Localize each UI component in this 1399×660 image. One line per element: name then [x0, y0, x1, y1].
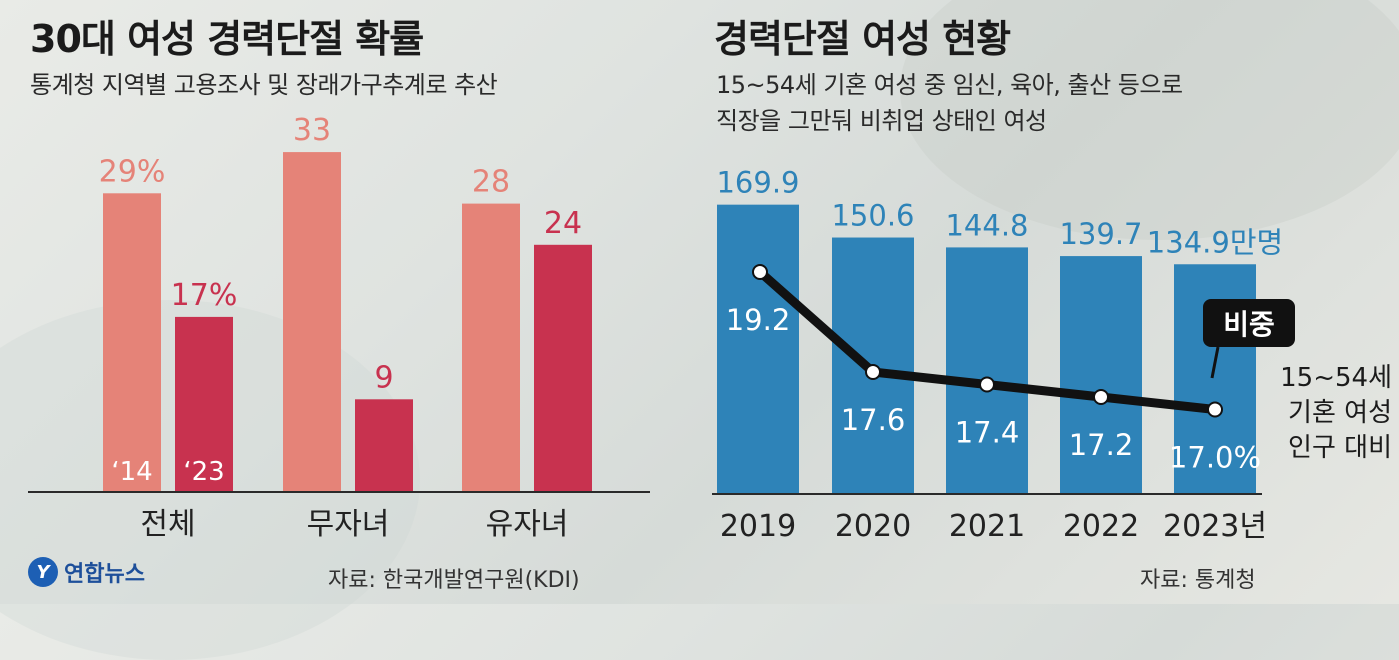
- share-point: [752, 264, 768, 280]
- share-label: 17.6: [841, 403, 906, 437]
- value-label: 144.8: [945, 208, 1028, 242]
- background-decoration: [900, 0, 1399, 240]
- right-subtitle-line2: 직장을 그만둬 비취업 상태인 여성: [716, 107, 1047, 135]
- share-point: [979, 376, 995, 393]
- category-label: 전체: [140, 507, 195, 542]
- right-source: 자료: 통계청: [1140, 568, 1256, 593]
- bar-2014-0: [103, 193, 161, 493]
- legend-note-line: 인구 대비: [1288, 433, 1392, 463]
- right-subtitle-line1: 15~54세 기혼 여성 중 임신, 육아, 출산 등으로: [716, 71, 1183, 99]
- value-label: 17%: [171, 278, 238, 313]
- value-label: 139.7: [1059, 217, 1142, 251]
- series-label: ‘23: [183, 457, 224, 487]
- yonhap-logo-icon: Y: [28, 557, 58, 587]
- value-label: 9: [374, 360, 393, 395]
- bar-2023-1: [355, 399, 413, 492]
- category-label: 2020: [835, 509, 911, 544]
- value-label: 29%: [99, 154, 166, 189]
- left-subtitle: 통계청 지역별 고용조사 및 장래가구추계로 추산: [30, 71, 498, 99]
- share-point: [1093, 389, 1109, 405]
- share-point: [1207, 401, 1223, 418]
- left-title: 30대 여성 경력단절 확률: [30, 17, 424, 61]
- legend-badge: [1203, 299, 1295, 347]
- category-label: 2023년: [1163, 509, 1267, 544]
- value-label: 24: [544, 206, 582, 241]
- value-label: 33: [293, 113, 331, 148]
- bar-2014-1: [283, 152, 341, 492]
- bar-year-2: [946, 247, 1028, 494]
- logo-text: 연합뉴스: [64, 562, 145, 587]
- share-label: 19.2: [726, 303, 791, 337]
- value-label: 28: [472, 165, 510, 200]
- legend-note-line: 15~54세: [1280, 363, 1392, 393]
- chart-canvas: 29% ‘14 17% ‘23 전체 33 9 무자녀 28 24 유자녀 169.9 2019 150.…: [28, 113, 1392, 544]
- legend-pointer: [1210, 346, 1220, 379]
- bar-year-3: [1060, 256, 1142, 494]
- bar-year-0: [717, 204, 799, 495]
- left-source: 자료: 한국개발연구원(KDI): [328, 568, 580, 593]
- category-label: 무자녀: [307, 507, 390, 542]
- share-label: 17.0%: [1169, 441, 1261, 475]
- category-label: 2019: [720, 509, 796, 544]
- legend-note-line: 기혼 여성: [1288, 398, 1392, 428]
- share-label: 17.2: [1069, 428, 1134, 462]
- bar-2023-0: [175, 316, 233, 492]
- bar-2014-2: [462, 203, 520, 492]
- right-title: 경력단절 여성 현황: [714, 17, 1011, 61]
- value-label: 134.9만명: [1147, 225, 1283, 259]
- bar-2023-2: [534, 244, 592, 492]
- category-label: 유자녀: [486, 507, 569, 542]
- value-label: 169.9: [716, 166, 799, 200]
- yonhap-logo: Y 연합뉴스: [28, 556, 145, 588]
- category-label: 2022: [1063, 509, 1139, 544]
- series-label: ‘14: [111, 457, 152, 487]
- share-label: 17.4: [955, 416, 1020, 450]
- category-label: 2021: [949, 509, 1025, 544]
- value-label: 150.6: [831, 199, 914, 233]
- share-point: [865, 364, 881, 380]
- legend-badge-label: 비중: [1223, 308, 1275, 341]
